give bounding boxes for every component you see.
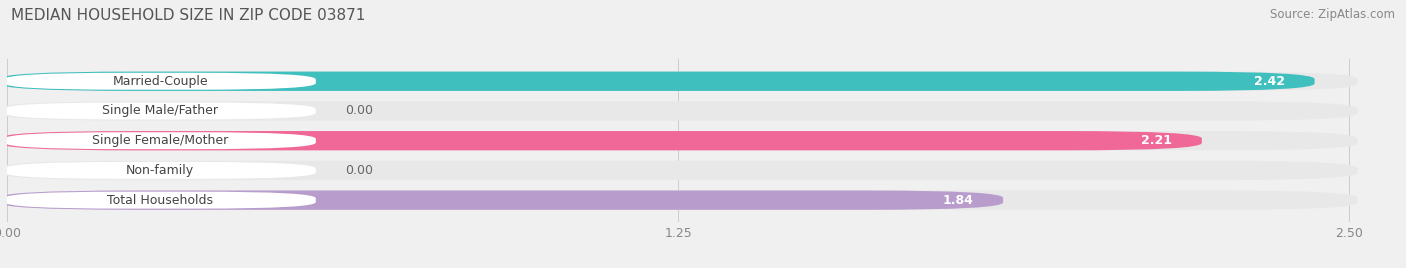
FancyBboxPatch shape <box>4 192 316 209</box>
FancyBboxPatch shape <box>0 131 1358 150</box>
FancyBboxPatch shape <box>0 161 1358 180</box>
FancyBboxPatch shape <box>0 72 1358 91</box>
Text: Total Households: Total Households <box>107 194 214 207</box>
FancyBboxPatch shape <box>4 73 316 90</box>
FancyBboxPatch shape <box>4 132 316 149</box>
FancyBboxPatch shape <box>0 131 1202 150</box>
Text: 0.00: 0.00 <box>346 164 374 177</box>
Text: 2.42: 2.42 <box>1254 75 1285 88</box>
Text: Single Female/Mother: Single Female/Mother <box>91 134 228 147</box>
FancyBboxPatch shape <box>4 102 316 120</box>
Text: 2.21: 2.21 <box>1142 134 1173 147</box>
Text: Single Male/Father: Single Male/Father <box>103 105 218 117</box>
FancyBboxPatch shape <box>0 191 1358 210</box>
FancyBboxPatch shape <box>0 101 1358 121</box>
Text: 0.00: 0.00 <box>346 105 374 117</box>
FancyBboxPatch shape <box>4 162 316 179</box>
Text: Non-family: Non-family <box>127 164 194 177</box>
Text: Source: ZipAtlas.com: Source: ZipAtlas.com <box>1270 8 1395 21</box>
Text: Married-Couple: Married-Couple <box>112 75 208 88</box>
FancyBboxPatch shape <box>0 191 1002 210</box>
FancyBboxPatch shape <box>0 72 1315 91</box>
Text: 1.84: 1.84 <box>943 194 973 207</box>
Text: MEDIAN HOUSEHOLD SIZE IN ZIP CODE 03871: MEDIAN HOUSEHOLD SIZE IN ZIP CODE 03871 <box>11 8 366 23</box>
